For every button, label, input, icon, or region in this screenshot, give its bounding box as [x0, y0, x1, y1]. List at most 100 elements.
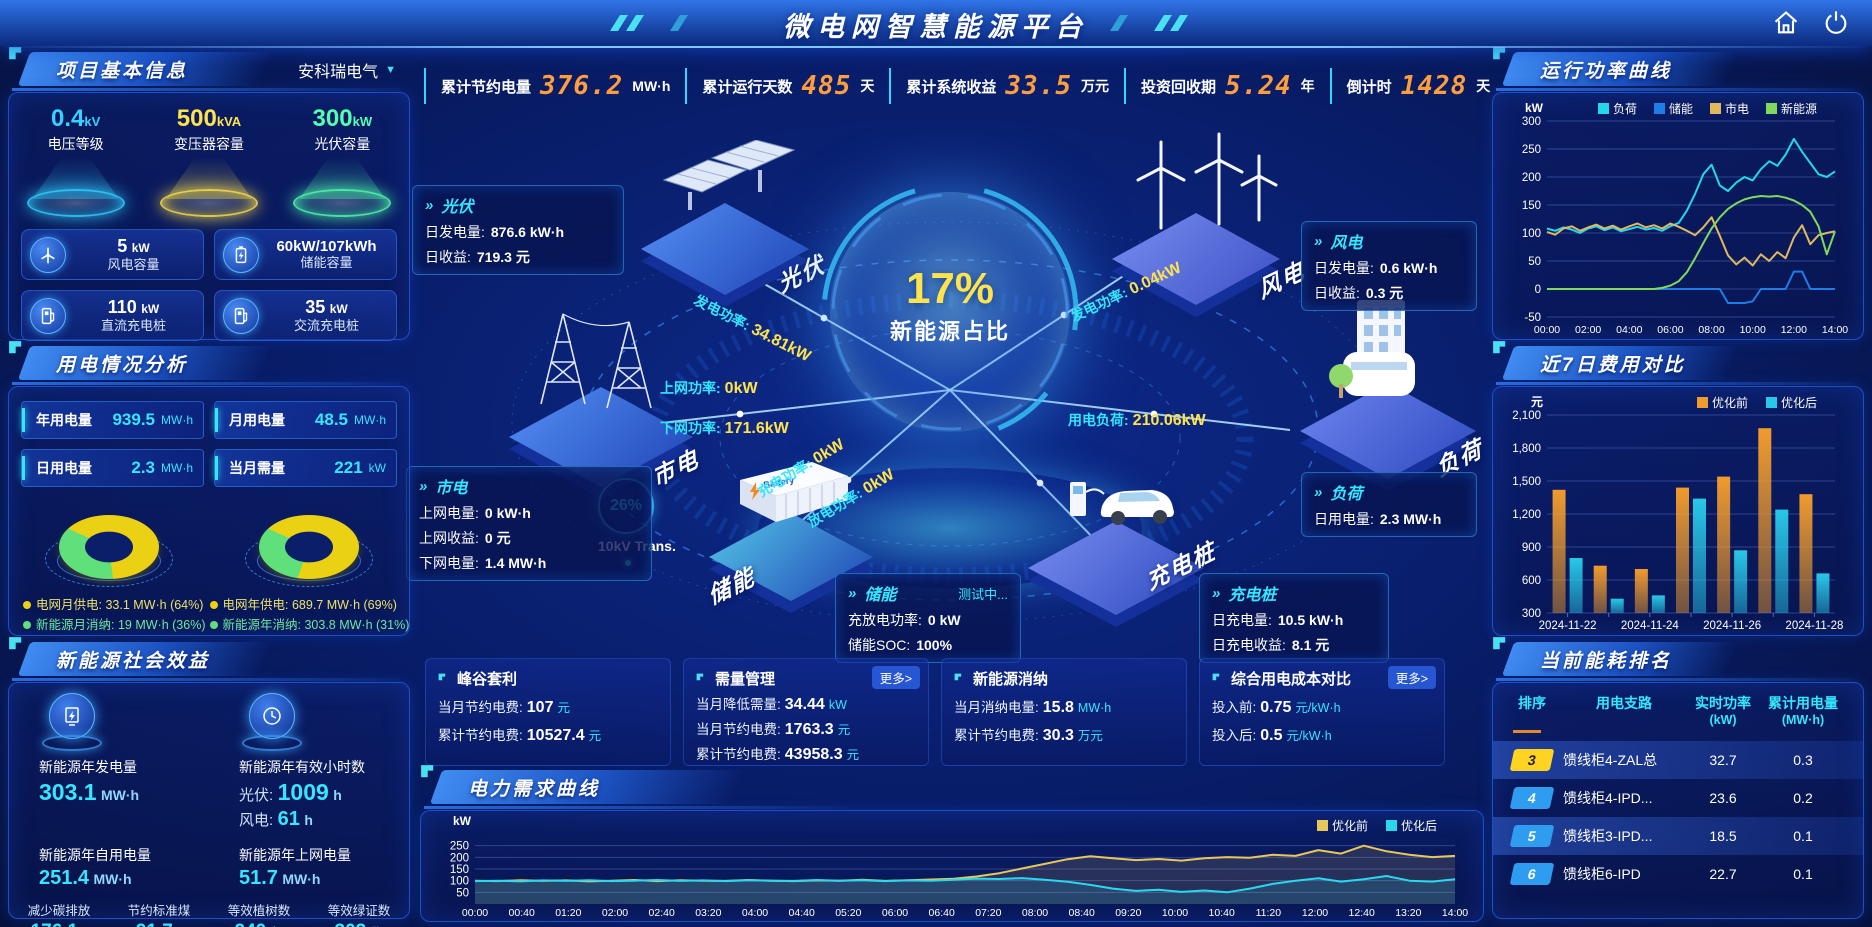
kpi-stats-bar: 累计节约电量 376.2 MW·h 累计运行天数 485 天 累计系统收益 33… — [424, 64, 1490, 108]
panel-corner-icon — [421, 765, 434, 778]
title-decor-left — [610, 15, 688, 31]
svg-text:kW: kW — [453, 814, 472, 828]
svg-text:00:00: 00:00 — [1534, 324, 1560, 336]
svg-text:300: 300 — [1522, 608, 1541, 620]
svg-text:05:20: 05:20 — [835, 907, 861, 919]
svg-text:市电: 市电 — [1725, 101, 1749, 116]
more-button[interactable]: 更多> — [871, 666, 920, 689]
flow-grid-import: 下网功率: 171.6kW — [660, 420, 789, 437]
svg-text:200: 200 — [450, 852, 469, 864]
table-row: 6 馈线柜6-IPD 22.7 0.1 — [1493, 855, 1863, 891]
svg-text:04:40: 04:40 — [789, 907, 815, 919]
svg-text:01:20: 01:20 — [555, 907, 581, 919]
svg-text:优化前: 优化前 — [1712, 395, 1748, 410]
svg-text:100: 100 — [450, 876, 469, 888]
svg-text:00:40: 00:40 — [509, 907, 535, 919]
panel-title: 用电情况分析 — [56, 355, 189, 376]
panel-corner-icon — [1493, 47, 1506, 60]
ev-charger-icon — [1070, 482, 1174, 525]
svg-text:14:00: 14:00 — [1822, 324, 1848, 336]
svg-text:900: 900 — [1522, 542, 1541, 554]
kpi-value: 376.2 — [540, 71, 624, 101]
svg-text:1,200: 1,200 — [1512, 509, 1541, 521]
svg-text:10:40: 10:40 — [1209, 907, 1235, 919]
rank-badge: 4 — [1509, 787, 1555, 810]
kpi-countdown: 倒计时 1428 天 — [1329, 68, 1506, 104]
arrow-icon: » — [1212, 584, 1221, 602]
arrow-icon: » — [419, 477, 428, 495]
svg-text:10:00: 10:00 — [1162, 907, 1188, 919]
title-decor-right — [1110, 15, 1188, 31]
svg-text:250: 250 — [450, 841, 469, 853]
svg-text:2024-11-28: 2024-11-28 — [1785, 620, 1843, 632]
panel-title: 电力需求曲线 — [468, 779, 601, 800]
mini-trees: 等效植树数 240 棵 — [227, 904, 291, 927]
infobox-pv: » 光伏 日发电量: 876.6 kW·h 日收益: 719.3 元 — [412, 185, 624, 275]
solar-bolt-icon — [49, 693, 95, 739]
panel-cost-compare: 近7日费用对比 300 600 900 1,200 1,500 1,800 2,100 元 20… — [1492, 341, 1864, 636]
kpi-label: 累计节约电量 — [441, 78, 532, 96]
svg-text:12:40: 12:40 — [1349, 907, 1375, 919]
svg-text:06:00: 06:00 — [1657, 324, 1683, 336]
battery-icon — [223, 236, 259, 273]
social-gen: 新能源年发电量 303.1 MW·h — [9, 693, 209, 831]
infobox-charger: » 充电桩 日充电量: 10.5 kW·h 日充电收益: 8.1 元 — [1199, 573, 1389, 663]
svg-text:06:40: 06:40 — [929, 907, 955, 919]
social-hours: 新能源年有效小时数 光伏: 1009 h 风电: 61 h — [209, 693, 409, 831]
svg-text:2,100: 2,100 — [1512, 410, 1541, 422]
rank-badge: 6 — [1509, 863, 1555, 886]
node-wind: 风电 — [1096, 128, 1308, 317]
svg-text:优化后: 优化后 — [1401, 819, 1437, 833]
card-corner-icon — [696, 673, 704, 680]
pedestal-pv-capacity: 300kW 光伏容量 — [276, 105, 409, 217]
capacity-pedestals: 0.4kV 电压等级 500kVA 变压器容量 300kW 光伏容量 — [9, 105, 409, 217]
mini-coal: 节约标准煤 91.7 t — [127, 904, 191, 927]
rank-badge: 5 — [1509, 825, 1555, 848]
svg-text:-50: -50 — [1524, 312, 1541, 324]
node-pv: 光伏 — [630, 139, 828, 307]
svg-text:1,800: 1,800 — [1512, 443, 1541, 455]
home-icon[interactable] — [1772, 9, 1800, 37]
card-corner-icon — [954, 673, 962, 680]
arrow-icon: » — [1314, 483, 1323, 501]
kpi-payback-period: 投资回收期 5.24 年 — [1124, 68, 1330, 104]
panel-demand-curve: 电力需求曲线 50 100 150 200 250 kW 00:00 00:40 01:20 02… — [420, 765, 1484, 922]
stat-month-usage: 月用电量 48.5 MW·h — [214, 401, 397, 439]
donut-year-legend: 电网年供电: 689.7 MW·h (69%) 新能源年消纳: 303.8 MW… — [209, 595, 409, 635]
svg-text:04:00: 04:00 — [742, 907, 768, 919]
svg-text:08:00: 08:00 — [1022, 907, 1048, 919]
arrow-icon: » — [425, 196, 434, 214]
usage-stats: 年用电量 939.5 MW·h 月用电量 48.5 MW·h 日用电量 2.3 MW·… — [21, 401, 397, 487]
panel-corner-icon — [1493, 637, 1506, 650]
card-cost-compare: 综合用电成本对比 更多> 投入前: 0.75 元/kW·h 投入后: 0.5 元/kW·… — [1199, 658, 1445, 766]
core-renewable-share: 17% 新能源占比 — [830, 192, 1070, 432]
company-name: 安科瑞电气 — [298, 64, 379, 81]
svg-text:07:20: 07:20 — [975, 907, 1001, 919]
renewable-share-pct: 17% — [905, 264, 995, 313]
company-select[interactable]: 安科瑞电气 ▼ — [298, 58, 396, 82]
infobox-load: » 负荷 日用电量: 2.3 MW·h — [1301, 472, 1477, 537]
svg-text:08:40: 08:40 — [1069, 907, 1095, 919]
panel-title: 当前能耗排名 — [1540, 651, 1673, 672]
panel-title: 近7日费用对比 — [1540, 355, 1686, 376]
svg-text:1,500: 1,500 — [1512, 476, 1541, 488]
storage-status-badge: 测试中... — [958, 586, 1008, 602]
svg-text:50: 50 — [456, 887, 469, 899]
card-demand-mgmt: 需量管理 更多> 当月降低需量: 34.44 kW 当月节约电费: 1763.3 元 累… — [683, 658, 929, 766]
panel-social-benefit: 新能源社会效益 新能源年发电量 303.1 MW·h — [8, 637, 410, 927]
kpi-saved-energy: 累计节约电量 376.2 MW·h — [424, 68, 685, 104]
solar-panels-icon — [662, 139, 796, 210]
more-button[interactable]: 更多> — [1387, 666, 1436, 689]
page-title: 微电网智慧能源平台 — [783, 12, 1089, 42]
table-row: 5 馈线柜3-IPD... 18.5 0.1 — [1493, 817, 1863, 856]
svg-text:02:00: 02:00 — [1575, 324, 1601, 336]
svg-text:kW: kW — [1525, 101, 1544, 115]
panel-project-info: 项目基本信息 安科瑞电气 ▼ 0.4kV 电压等级 500kVA 变压器容量 — [8, 47, 410, 341]
svg-text:2024-11-26: 2024-11-26 — [1703, 620, 1761, 632]
svg-text:新能源: 新能源 — [1781, 101, 1817, 116]
panel-corner-icon — [9, 341, 22, 354]
power-icon[interactable] — [1822, 9, 1850, 37]
svg-text:08:00: 08:00 — [1698, 324, 1724, 336]
